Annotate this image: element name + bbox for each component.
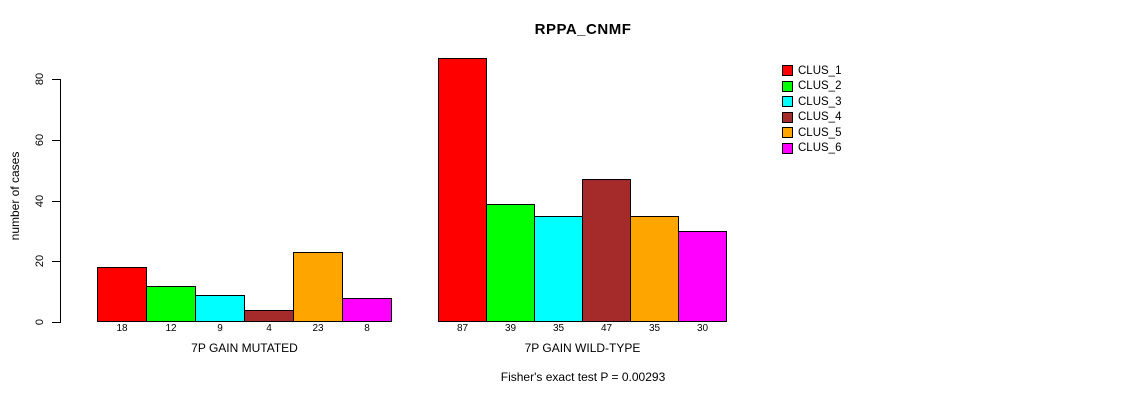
legend-label: CLUS_1	[798, 64, 842, 77]
bar-value-label: 4	[266, 323, 272, 334]
annotation-fishers-test: Fisher's exact test P = 0.00293	[500, 370, 666, 384]
x-group-label: 7P GAIN WILD-TYPE	[524, 341, 641, 355]
bar-clus_6	[678, 231, 727, 322]
y-tick-label: 80	[34, 72, 46, 86]
bar-value-label: 12	[165, 323, 177, 334]
bar-clus_4	[582, 179, 631, 322]
y-tick-mark	[52, 139, 60, 141]
bar-clus_2	[146, 286, 196, 322]
legend-item-clus_3: CLUS_3	[782, 95, 841, 108]
bar-clus_4	[244, 310, 294, 322]
bar-clus_3	[534, 216, 583, 322]
y-tick-mark	[52, 79, 60, 80]
bar-value-label: 9	[217, 323, 223, 334]
y-axis-label: number of cases	[8, 151, 22, 241]
legend-item-clus_6: CLUS_6	[782, 142, 841, 155]
legend-label: CLUS_4	[798, 111, 842, 123]
legend-swatch-icon	[782, 142, 793, 154]
legend-item-clus_2: CLUS_2	[782, 80, 841, 93]
legend-swatch-icon	[782, 127, 793, 138]
bar-clus_3	[195, 295, 245, 322]
legend-swatch-icon	[782, 96, 793, 107]
bar-value-label: 35	[648, 323, 661, 334]
legend-label: CLUS_2	[798, 80, 842, 92]
y-tick-label: 0	[34, 318, 46, 326]
legend-item-clus_4: CLUS_4	[782, 111, 841, 124]
bar-clus_5	[630, 216, 679, 322]
y-tick-label: 40	[34, 194, 46, 207]
bar-value-label: 30	[696, 323, 709, 334]
bar-value-label: 18	[116, 323, 128, 334]
bar-value-label: 8	[364, 323, 370, 334]
bar-clus_2	[486, 204, 535, 322]
bar-value-label: 35	[552, 323, 565, 334]
y-tick-label: 20	[34, 255, 46, 268]
bar-clus_1	[438, 58, 487, 322]
legend-label: CLUS_6	[798, 142, 842, 154]
y-tick-mark	[52, 261, 60, 263]
x-group-label: 7P GAIN MUTATED	[191, 341, 298, 355]
legend-swatch-icon	[782, 111, 793, 123]
legend-label: CLUS_3	[798, 95, 842, 108]
bar-clus_1	[97, 267, 147, 322]
bar-value-label: 87	[456, 323, 469, 334]
bar-value-label: 47	[600, 323, 613, 334]
bar-value-label: 23	[312, 323, 324, 334]
bar-clus_5	[293, 252, 343, 322]
y-axis-line	[60, 79, 61, 323]
bar-clus_6	[342, 298, 392, 322]
legend-item-clus_1: CLUS_1	[782, 64, 841, 77]
y-tick-label: 60	[34, 133, 46, 146]
legend-item-clus_5: CLUS_5	[782, 126, 841, 139]
legend-swatch-icon	[782, 65, 793, 76]
y-tick-mark	[52, 200, 60, 202]
chart-title: RPPA_CNMF	[534, 21, 632, 38]
bar-value-label: 39	[504, 323, 517, 334]
legend-label: CLUS_5	[798, 126, 842, 139]
legend-swatch-icon	[782, 80, 793, 92]
y-tick-mark	[52, 322, 60, 323]
